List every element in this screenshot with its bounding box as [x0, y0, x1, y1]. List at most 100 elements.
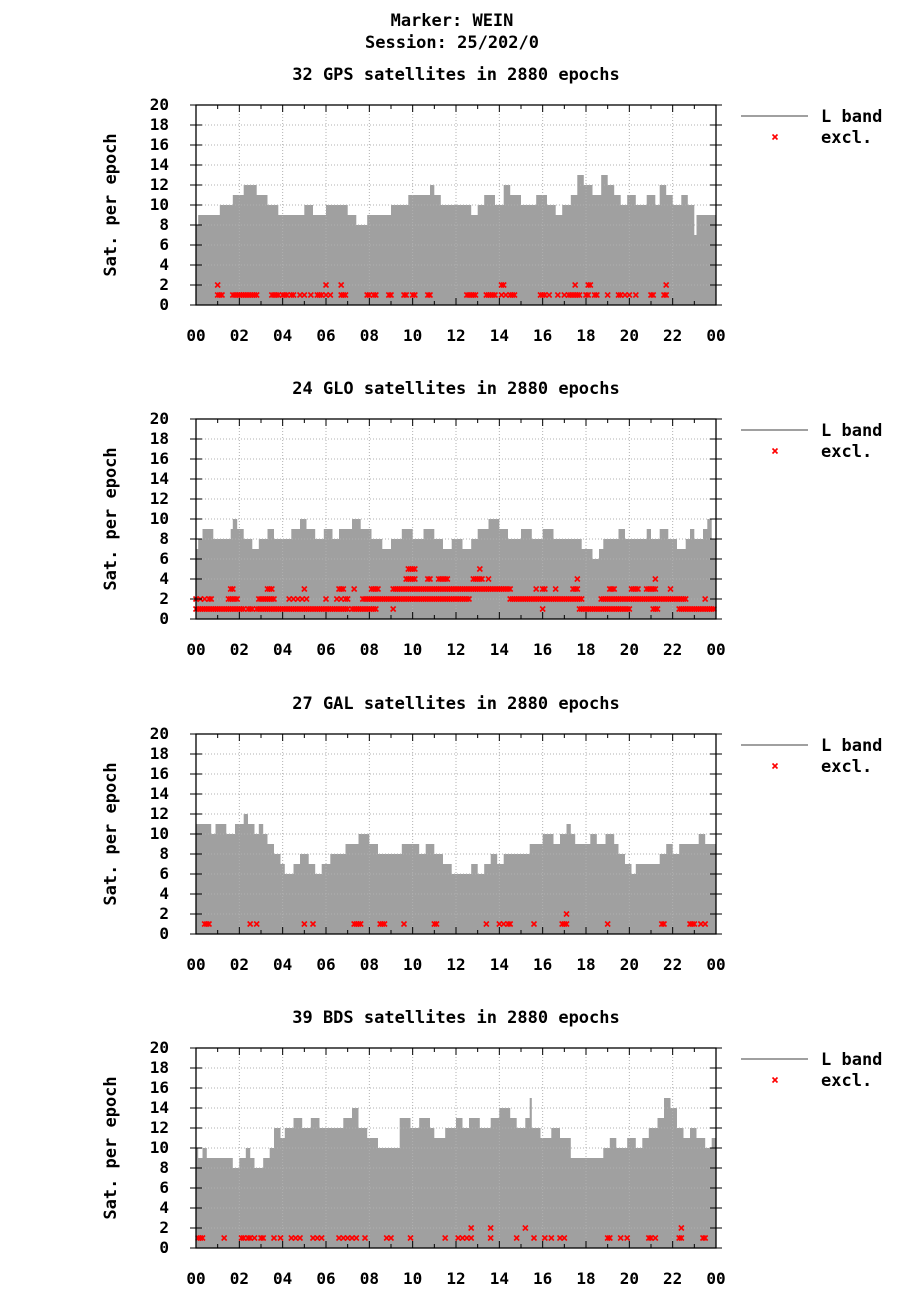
excluded-marker	[431, 920, 438, 928]
legend-marker-swatch	[771, 1076, 779, 1084]
excluded-marker	[591, 291, 598, 299]
excluded-marker	[400, 291, 408, 299]
excluded-marker	[539, 291, 546, 299]
excluded-marker	[530, 920, 538, 928]
excluded-marker	[699, 1234, 707, 1242]
x-tick-label: 20	[620, 955, 639, 974]
excluded-marker	[355, 920, 362, 928]
excluded-marker	[650, 291, 657, 299]
excluded-marker	[593, 291, 600, 299]
y-tick-label: 6	[159, 1178, 169, 1197]
excluded-marker	[476, 565, 483, 573]
excluded-marker	[411, 565, 418, 573]
y-tick-label: 0	[159, 609, 169, 628]
excluded-marker	[385, 291, 392, 299]
y-tick-label: 8	[159, 529, 169, 548]
excluded-marker	[247, 920, 254, 928]
excluded-marker	[444, 575, 451, 583]
y-tick-label: 2	[159, 275, 169, 294]
excluded-marker	[327, 291, 334, 299]
x-tick-label: 02	[230, 326, 249, 345]
excluded-marker	[342, 291, 349, 299]
marker-title: Marker: WEIN	[391, 11, 514, 31]
x-tick-label: 00	[186, 955, 205, 974]
excluded-marker	[229, 585, 236, 593]
excluded-marker	[409, 291, 416, 299]
excluded-marker	[251, 291, 258, 299]
excluded-marker	[561, 920, 568, 928]
excluded-marker	[370, 605, 377, 613]
excluded-marker	[270, 1234, 278, 1242]
l-band-area	[196, 814, 716, 934]
y-tick-label: 20	[150, 1038, 169, 1057]
excluded-marker	[578, 595, 585, 603]
excluded-marker	[277, 1234, 284, 1242]
y-tick-label: 4	[159, 884, 169, 903]
chart-title: 24 GLO satellites in 2880 epochs	[292, 379, 620, 399]
x-tick-label: 22	[663, 955, 682, 974]
excluded-marker	[361, 1234, 369, 1242]
x-tick-label: 00	[706, 955, 725, 974]
y-tick-label: 16	[150, 449, 169, 468]
x-tick-label: 08	[360, 640, 379, 659]
excluded-marker	[411, 291, 418, 299]
excluded-marker	[357, 920, 364, 928]
legend-marker-swatch	[771, 447, 779, 455]
x-tick-label: 14	[490, 326, 509, 345]
excluded-marker	[574, 575, 581, 583]
y-tick-label: 14	[150, 155, 169, 174]
y-tick-label: 12	[150, 804, 169, 823]
excluded-marker	[702, 920, 709, 928]
excluded-marker	[381, 920, 388, 928]
excluded-marker	[442, 575, 449, 583]
excluded-marker	[387, 1234, 395, 1242]
excluded-marker	[676, 1234, 683, 1242]
excluded-marker	[582, 291, 590, 299]
excluded-marker	[533, 585, 540, 593]
excluded-marker	[231, 595, 239, 603]
excluded-marker	[433, 920, 440, 928]
legend-marker-swatch	[771, 133, 779, 141]
x-tick-label: 08	[360, 955, 379, 974]
y-tick-label: 0	[159, 295, 169, 314]
excluded-marker	[476, 575, 483, 583]
x-tick-label: 06	[316, 640, 335, 659]
x-tick-label: 16	[533, 640, 552, 659]
excluded-marker	[387, 291, 395, 299]
y-tick-label: 6	[159, 235, 169, 254]
excluded-marker	[281, 291, 288, 299]
chart-title: 32 GPS satellites in 2880 epochs	[292, 65, 620, 85]
excluded-marker	[611, 585, 618, 593]
x-tick-label: 20	[620, 326, 639, 345]
x-tick-label: 14	[490, 1269, 509, 1288]
y-tick-label: 16	[150, 1078, 169, 1097]
excluded-marker	[400, 920, 408, 928]
session-title: Session: 25/202/0	[365, 33, 539, 53]
excluded-marker	[652, 605, 659, 613]
y-tick-label: 14	[150, 469, 169, 488]
y-tick-label: 10	[150, 1138, 169, 1157]
excluded-marker	[487, 1224, 494, 1232]
excluded-marker	[626, 605, 633, 613]
x-tick-label: 04	[273, 640, 292, 659]
legend-label-excl: excl.	[821, 757, 872, 777]
excluded-marker	[663, 291, 670, 299]
x-tick-label: 22	[663, 326, 682, 345]
excluded-marker	[572, 585, 579, 593]
excluded-marker	[576, 291, 583, 299]
excluded-marker	[522, 1224, 529, 1232]
x-tick-label: 20	[620, 640, 639, 659]
x-tick-label: 02	[230, 640, 249, 659]
excluded-marker	[322, 595, 330, 603]
excluded-marker	[372, 605, 379, 613]
x-tick-label: 00	[706, 326, 725, 345]
y-tick-label: 12	[150, 489, 169, 508]
y-tick-label: 10	[150, 824, 169, 843]
excluded-marker	[253, 920, 260, 928]
legend-label-excl: excl.	[821, 128, 872, 148]
y-tick-label: 16	[150, 135, 169, 154]
